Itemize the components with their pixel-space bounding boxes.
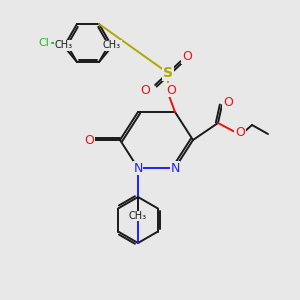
Text: S: S bbox=[163, 66, 173, 80]
Text: O: O bbox=[235, 125, 245, 139]
Text: O: O bbox=[166, 83, 176, 97]
Text: Cl: Cl bbox=[39, 38, 50, 48]
Text: N: N bbox=[170, 161, 180, 175]
Text: CH₃: CH₃ bbox=[55, 40, 73, 50]
Text: O: O bbox=[84, 134, 94, 146]
Text: N: N bbox=[133, 161, 143, 175]
Text: O: O bbox=[223, 97, 233, 110]
Text: O: O bbox=[182, 50, 192, 64]
Text: O: O bbox=[140, 85, 150, 98]
Text: CH₃: CH₃ bbox=[129, 211, 147, 221]
Text: CH₃: CH₃ bbox=[103, 40, 121, 50]
